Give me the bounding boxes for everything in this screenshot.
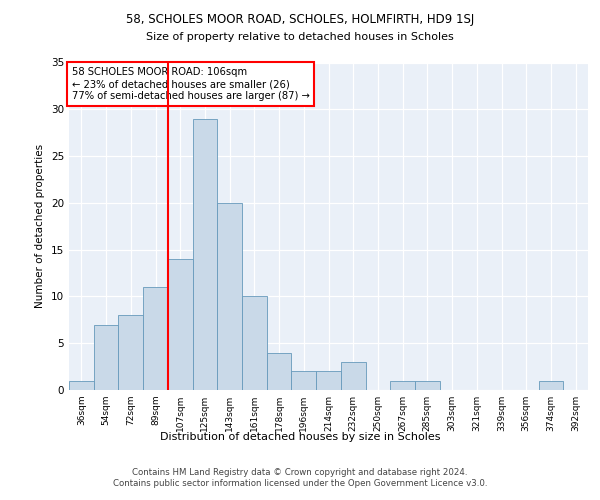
- Bar: [168, 259, 193, 390]
- Text: Distribution of detached houses by size in Scholes: Distribution of detached houses by size …: [160, 432, 440, 442]
- Bar: [316, 372, 341, 390]
- Bar: [539, 380, 563, 390]
- Bar: [143, 287, 168, 390]
- Bar: [267, 352, 292, 390]
- Bar: [193, 118, 217, 390]
- Bar: [341, 362, 365, 390]
- Bar: [69, 380, 94, 390]
- Text: 58, SCHOLES MOOR ROAD, SCHOLES, HOLMFIRTH, HD9 1SJ: 58, SCHOLES MOOR ROAD, SCHOLES, HOLMFIRT…: [126, 12, 474, 26]
- Bar: [94, 324, 118, 390]
- Text: Size of property relative to detached houses in Scholes: Size of property relative to detached ho…: [146, 32, 454, 42]
- Bar: [118, 315, 143, 390]
- Bar: [242, 296, 267, 390]
- Bar: [292, 372, 316, 390]
- Y-axis label: Number of detached properties: Number of detached properties: [35, 144, 46, 308]
- Text: 58 SCHOLES MOOR ROAD: 106sqm
← 23% of detached houses are smaller (26)
77% of se: 58 SCHOLES MOOR ROAD: 106sqm ← 23% of de…: [71, 68, 310, 100]
- Bar: [217, 203, 242, 390]
- Text: Contains HM Land Registry data © Crown copyright and database right 2024.
Contai: Contains HM Land Registry data © Crown c…: [113, 468, 487, 487]
- Bar: [415, 380, 440, 390]
- Bar: [390, 380, 415, 390]
